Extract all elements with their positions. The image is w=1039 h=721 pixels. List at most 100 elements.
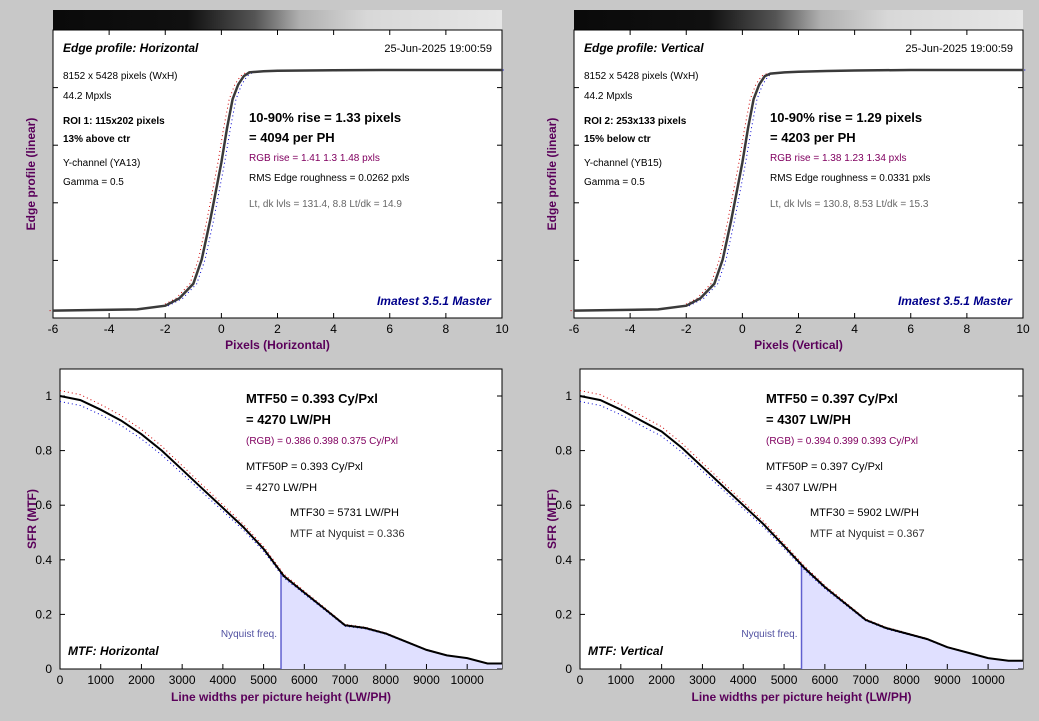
light-dark-levels: Lt, dk lvls = 131.4, 8.8 Lt/dk = 14.9	[249, 199, 402, 210]
mtf50-value: MTF50 = 0.397 Cy/Pxl	[766, 391, 898, 406]
info-mpxls: 44.2 Mpxls	[63, 91, 111, 102]
x-tick-label: 4	[330, 322, 337, 336]
x-tick-label: -2	[681, 322, 692, 336]
x-tick-label: 2	[274, 322, 281, 336]
nyquist-shaded-region	[801, 564, 1023, 669]
rise-value: 10-90% rise = 1.33 pixels	[249, 110, 401, 125]
x-tick-label: 2000	[648, 673, 675, 687]
mtf-curve	[579, 395, 1023, 662]
gamma-label: Gamma = 0.5	[584, 177, 645, 188]
timestamp: 25-Jun-2025 19:00:59	[905, 43, 1013, 55]
x-axis-label: Line widths per picture height (LW/PH)	[171, 690, 391, 704]
mtf50p-value: MTF50P = 0.397 Cy/Pxl	[766, 461, 883, 473]
y-tick-label: 0.4	[555, 553, 572, 567]
roi-label: ROI 1: 115x202 pixels	[63, 116, 165, 127]
edge-plot-area	[52, 29, 503, 319]
channel-label: Y-channel (YB15)	[584, 158, 662, 169]
rms-roughness: RMS Edge roughness = 0.0262 pxls	[249, 173, 409, 184]
y-axis-label: Edge profile (linear)	[545, 118, 559, 231]
y-tick-label: 0.6	[555, 498, 572, 512]
info-size: 8152 x 5428 pixels (WxH)	[584, 71, 699, 82]
x-tick-label: 9000	[413, 673, 440, 687]
edge-gradient-strip	[574, 10, 1023, 30]
x-tick-label: -2	[160, 322, 171, 336]
mtf50p-value: MTF50P = 0.393 Cy/Pxl	[246, 461, 363, 473]
x-tick-label: 2	[795, 322, 802, 336]
rgb-mtf50: (RGB) = 0.394 0.399 0.393 Cy/Pxl	[766, 436, 918, 447]
rgb-rise: RGB rise = 1.41 1.3 1.48 pxls	[249, 153, 380, 164]
channel-label: Y-channel (YA13)	[63, 158, 140, 169]
x-tick-label: 8	[443, 322, 450, 336]
mtf50p-lwph: = 4307 LW/PH	[766, 482, 837, 494]
x-tick-label: 10000	[971, 673, 1005, 687]
x-tick-label: 5000	[250, 673, 277, 687]
rgb-mtf50: (RGB) = 0.386 0.398 0.375 Cy/Pxl	[246, 436, 398, 447]
mtf30-value: MTF30 = 5902 LW/PH	[810, 507, 919, 519]
x-tick-label: 6	[386, 322, 393, 336]
light-dark-levels: Lt, dk lvls = 130.8, 8.53 Lt/dk = 15.3	[770, 199, 929, 210]
mtf-title: MTF: Vertical	[588, 644, 664, 658]
edge-plot-area	[573, 29, 1024, 319]
x-tick-label: 10	[495, 322, 509, 336]
x-tick-label: 6000	[812, 673, 839, 687]
rms-roughness: RMS Edge roughness = 0.0331 pxls	[770, 173, 930, 184]
y-tick-label: 1	[45, 389, 52, 403]
y-tick-label: 0.2	[555, 607, 572, 621]
x-tick-label: 0	[739, 322, 746, 336]
nyquist-label: Nyquist freq.	[741, 629, 797, 640]
y-tick-label: 0.2	[35, 607, 52, 621]
x-tick-label: 4000	[730, 673, 757, 687]
x-tick-label: -6	[569, 322, 580, 336]
x-tick-label: -6	[48, 322, 59, 336]
x-tick-label: 5000	[771, 673, 798, 687]
rise-value: 10-90% rise = 1.29 pixels	[770, 110, 922, 125]
roi-position: 15% below ctr	[584, 134, 651, 145]
x-tick-label: 0	[57, 673, 64, 687]
mtf-title: MTF: Horizontal	[68, 644, 159, 658]
info-size: 8152 x 5428 pixels (WxH)	[63, 71, 178, 82]
edge-title: Edge profile: Horizontal	[63, 41, 199, 55]
mtf50p-lwph: = 4270 LW/PH	[246, 482, 317, 494]
y-axis-label: SFR (MTF)	[25, 489, 39, 549]
edge-profile-line	[52, 68, 502, 312]
mtf30-value: MTF30 = 5731 LW/PH	[290, 507, 399, 519]
x-tick-label: 0	[218, 322, 225, 336]
x-tick-label: 9000	[934, 673, 961, 687]
mtf-curve	[59, 395, 502, 665]
y-tick-label: 0.6	[35, 498, 52, 512]
x-tick-label: -4	[625, 322, 636, 336]
y-tick-label: 0.4	[35, 553, 52, 567]
y-tick-label: 0	[565, 662, 572, 676]
brand-label: Imatest 3.5.1 Master	[377, 294, 492, 308]
y-tick-label: 0.8	[35, 444, 52, 458]
x-tick-label: 0	[577, 673, 584, 687]
x-tick-label: 1000	[607, 673, 634, 687]
y-tick-label: 0	[45, 662, 52, 676]
gamma-label: Gamma = 0.5	[63, 177, 124, 188]
x-tick-label: -4	[104, 322, 115, 336]
rgb-rise: RGB rise = 1.38 1.23 1.34 pxls	[770, 153, 906, 164]
y-axis-label: SFR (MTF)	[545, 489, 559, 549]
edge-gradient-strip	[53, 10, 502, 30]
mtf-at-nyquist: MTF at Nyquist = 0.336	[290, 528, 405, 540]
x-tick-label: 2000	[128, 673, 155, 687]
mtf50-lwph: = 4270 LW/PH	[246, 412, 331, 427]
edge-title: Edge profile: Vertical	[584, 41, 704, 55]
mtf-at-nyquist: MTF at Nyquist = 0.367	[810, 528, 925, 540]
x-axis-label: Pixels (Vertical)	[754, 338, 843, 352]
x-tick-label: 3000	[169, 673, 196, 687]
x-tick-label: 8000	[893, 673, 920, 687]
timestamp: 25-Jun-2025 19:00:59	[384, 43, 492, 55]
edge-profile-line	[573, 68, 1023, 312]
x-tick-label: 6000	[291, 673, 318, 687]
x-tick-label: 4000	[210, 673, 237, 687]
nyquist-shaded-region	[281, 572, 502, 669]
x-tick-label: 8	[964, 322, 971, 336]
x-tick-label: 10000	[450, 673, 484, 687]
roi-label: ROI 2: 253x133 pixels	[584, 116, 687, 127]
rise-per-ph: = 4203 per PH	[770, 130, 856, 145]
x-tick-label: 3000	[689, 673, 716, 687]
roi-position: 13% above ctr	[63, 134, 130, 145]
x-axis-label: Line widths per picture height (LW/PH)	[691, 690, 911, 704]
brand-label: Imatest 3.5.1 Master	[898, 294, 1013, 308]
